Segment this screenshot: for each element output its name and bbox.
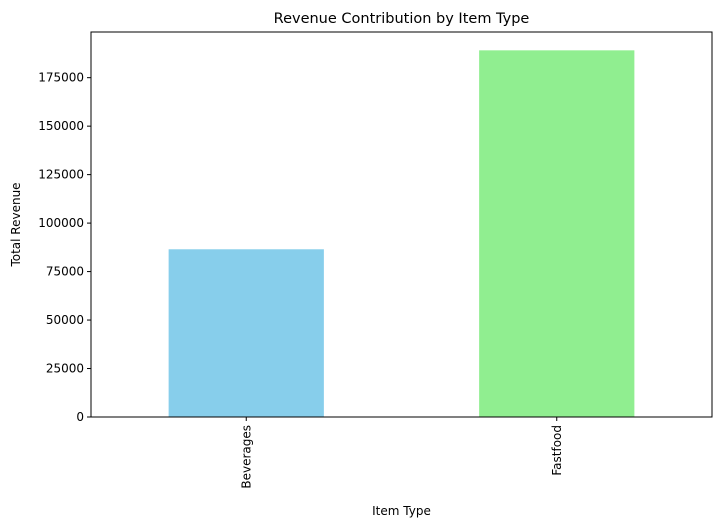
y-tick-label: 25000 <box>46 362 84 376</box>
y-tick-label: 175000 <box>38 71 84 85</box>
x-axis-label: Item Type <box>372 504 431 518</box>
plot-frame <box>90 31 713 418</box>
bar-beverages <box>168 249 324 417</box>
x-tick-label: Fastfood <box>550 425 564 476</box>
y-tick-label: 150000 <box>38 119 84 133</box>
y-axis-label: Total Revenue <box>9 182 23 267</box>
chart-title: Revenue Contribution by Item Type <box>274 11 530 27</box>
y-tick-label: 100000 <box>38 216 84 230</box>
x-tick-label: Beverages <box>239 425 253 489</box>
y-tick-label: 125000 <box>38 168 84 182</box>
bar-fastfood <box>479 50 635 417</box>
y-tick-label: 50000 <box>46 313 84 327</box>
y-tick-label: 75000 <box>46 265 84 279</box>
y-tick-label: 0 <box>76 410 84 424</box>
